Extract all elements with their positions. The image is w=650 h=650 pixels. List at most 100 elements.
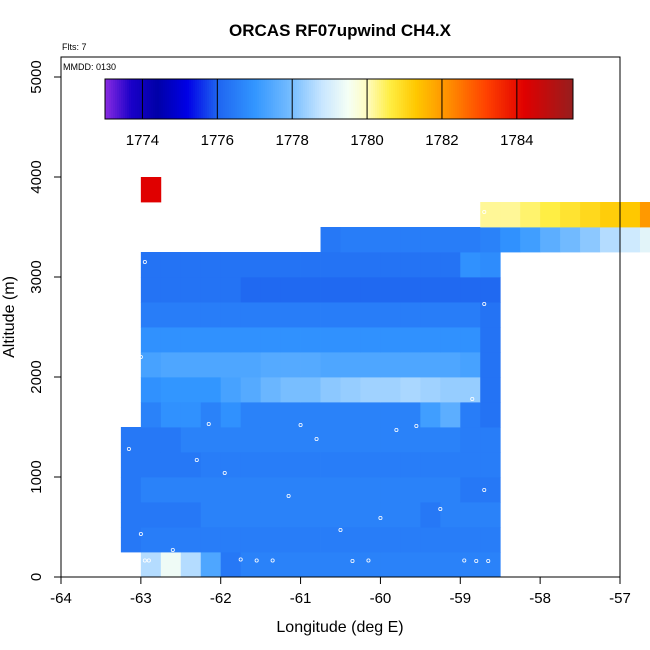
heatmap-cell [200, 352, 222, 378]
heatmap-cell [360, 252, 381, 278]
heatmap-cell [340, 502, 361, 528]
heatmap-cell [140, 527, 162, 553]
colorbar-segment [527, 79, 530, 119]
colorbar-segment [251, 79, 254, 119]
observation-point [474, 559, 479, 564]
observation-point [142, 259, 147, 264]
colorbar-segment [223, 79, 226, 119]
colorbar-segment [405, 79, 408, 119]
colorbar-segment [163, 79, 166, 119]
colorbar-segment [273, 79, 276, 119]
heatmap-cell [220, 552, 242, 578]
heatmap-cell [460, 352, 481, 378]
heatmap-cell [260, 352, 281, 378]
heatmap-cell [440, 427, 461, 453]
colorbar-segment [455, 79, 458, 119]
heatmap-cell [200, 277, 222, 303]
colorbar-segment [137, 79, 140, 119]
colorbar-segment [289, 79, 292, 119]
colorbar-segment [117, 79, 120, 119]
colorbar-segment [133, 79, 136, 119]
heatmap-cell [260, 427, 281, 453]
heatmap-cell [320, 477, 341, 503]
colorbar-segment [397, 79, 400, 119]
heatmap-cell [400, 452, 421, 478]
heatmap-cell [140, 352, 162, 378]
flights-count-label: Flts: 7 [62, 42, 87, 52]
heatmap-cell [160, 302, 182, 328]
colorbar-segment [111, 79, 114, 119]
heatmap-cell [360, 402, 381, 428]
colorbar-segment [447, 79, 450, 119]
heatmap-cell [320, 502, 341, 528]
heatmap-cell [260, 277, 281, 303]
heatmap-cell [180, 502, 202, 528]
colorbar-tick-label: 1782 [425, 132, 458, 149]
heatmap-cell [460, 302, 481, 328]
colorbar-segment [241, 79, 244, 119]
colorbar-segment [359, 79, 362, 119]
heatmap-cell [440, 302, 461, 328]
colorbar-segment [185, 79, 188, 119]
observation-point [314, 436, 319, 441]
heatmap-cell [480, 277, 501, 303]
colorbar-segment [255, 79, 258, 119]
heatmap-cell [220, 352, 242, 378]
colorbar-segment [465, 79, 468, 119]
heatmap-cell [420, 452, 441, 478]
heatmap-cell [120, 527, 142, 553]
chart-title: ORCAS RF07upwind CH4.X [229, 21, 452, 40]
heatmap-cell [460, 377, 481, 403]
colorbar-segment [391, 79, 394, 119]
heatmap-cell [220, 377, 242, 403]
colorbar-segment [263, 79, 266, 119]
colorbar-segment [315, 79, 318, 119]
heatmap-cell [460, 552, 481, 578]
colorbar-segment [425, 79, 428, 119]
observation-point [462, 558, 467, 563]
heatmap-cell [360, 502, 381, 528]
colorbar-tick-label: 1774 [126, 132, 159, 149]
colorbar-segment [171, 79, 174, 119]
colorbar-segment [209, 79, 212, 119]
colorbar-segment [119, 79, 122, 119]
x-tick-label: -62 [210, 590, 232, 607]
heatmap-cell [400, 402, 421, 428]
colorbar-segment [183, 79, 186, 119]
colorbar-segment [187, 79, 190, 119]
colorbar-segment [221, 79, 224, 119]
heatmap-cell [340, 377, 361, 403]
colorbar-segment [127, 79, 130, 119]
observation-point [470, 396, 475, 401]
heatmap-cell [440, 377, 461, 403]
heatmap-cell [560, 202, 581, 228]
colorbar-segment [531, 79, 534, 119]
heatmap-cell [440, 352, 461, 378]
heatmap-cell [380, 402, 401, 428]
heatmap-cell [260, 552, 281, 578]
y-tick-label: 2000 [28, 360, 45, 393]
heatmap-cell [420, 327, 441, 353]
colorbar-segment [553, 79, 556, 119]
colorbar-segment [213, 79, 216, 119]
observation-point [378, 516, 383, 521]
colorbar-segment [361, 79, 364, 119]
colorbar-segment [485, 79, 488, 119]
heatmap-cell [440, 552, 461, 578]
heatmap-cell [580, 202, 601, 228]
colorbar-segment [511, 79, 514, 119]
heatmap-cell [400, 327, 421, 353]
heatmap-cell [480, 302, 501, 328]
heatmap-cell [220, 427, 242, 453]
heatmap-cell [220, 252, 242, 278]
heatmap-cell [440, 277, 461, 303]
heatmap-cell [260, 452, 281, 478]
heatmap-cell [260, 402, 281, 428]
colorbar-segment [393, 79, 396, 119]
colorbar-segment [381, 79, 384, 119]
heatmap-cell [340, 402, 361, 428]
heatmap-cell [220, 277, 242, 303]
heatmap-cell [420, 377, 441, 403]
colorbar-segment [477, 79, 480, 119]
heatmap-cell [160, 427, 182, 453]
